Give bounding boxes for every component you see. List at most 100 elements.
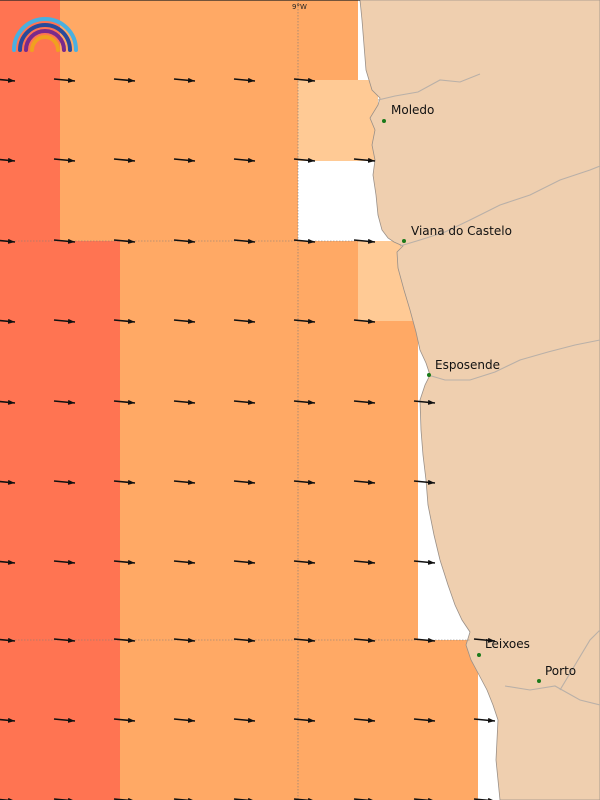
wind-arrow-icon (413, 717, 436, 723)
wind-arrow-icon (353, 157, 376, 163)
intensity-cell (358, 321, 418, 640)
wind-arrow-icon (233, 238, 256, 244)
place-esposende[interactable]: Esposende (427, 358, 500, 377)
wind-arrow-icon (173, 717, 196, 723)
wind-arrow-icon (53, 717, 76, 723)
wind-arrow-icon (233, 797, 255, 800)
wind-arrow-icon (353, 797, 375, 800)
place-label: Leixoes (485, 637, 530, 651)
wind-arrow-icon (0, 399, 16, 405)
wind-arrow-icon (413, 559, 436, 565)
wind-arrow-icon (173, 238, 196, 244)
wind-arrow-icon (293, 318, 316, 324)
wind-arrow-icon (233, 637, 256, 643)
place-leixoes[interactable]: Leixoes (477, 637, 530, 657)
place-dot (477, 653, 481, 657)
wind-arrow-icon (53, 637, 76, 643)
wind-arrow-icon (0, 77, 16, 83)
wind-arrow-icon (233, 77, 256, 83)
meridian-label: 9°W (292, 3, 307, 11)
place-dot (402, 239, 406, 243)
wind-arrow-icon (473, 717, 496, 723)
wind-arrow-icon (113, 717, 136, 723)
wind-arrow-icon (293, 559, 316, 565)
intensity-cell (298, 640, 478, 800)
wind-arrow-icon (413, 399, 436, 405)
place-dot (427, 373, 431, 377)
wind-arrow-icon (233, 318, 256, 324)
place-dot (382, 119, 386, 123)
place-markers: Moledo Viana do Castelo Esposende Leixoe… (382, 103, 576, 683)
land-area (359, 0, 600, 800)
place-moledo[interactable]: Moledo (382, 103, 434, 123)
place-label: Viana do Castelo (411, 224, 512, 238)
wind-arrow-icon (233, 157, 256, 163)
wind-arrow-icon (233, 559, 256, 565)
wind-arrow-icon (53, 157, 76, 163)
place-label: Porto (545, 664, 576, 678)
wind-arrow-icon (53, 797, 75, 800)
wind-arrow-icon (0, 637, 16, 643)
wind-arrow-icon (0, 318, 16, 324)
rainbow-logo-icon (12, 17, 78, 52)
wind-arrow-icon (473, 637, 496, 643)
intensity-cell (120, 241, 298, 800)
intensity-cell (298, 0, 358, 80)
wind-arrow-icon (353, 717, 376, 723)
wind-arrow-icon (173, 559, 196, 565)
wind-arrow-icon (0, 157, 16, 163)
place-viana-do-castelo[interactable]: Viana do Castelo (402, 224, 512, 243)
rivers (377, 73, 600, 706)
wind-arrow-icon (113, 238, 136, 244)
place-label: Esposende (435, 358, 500, 372)
wind-arrow-icon (113, 559, 136, 565)
wind-arrow-icon (413, 479, 436, 485)
wind-arrow-icon (293, 399, 316, 405)
wind-arrow-icon (0, 559, 16, 565)
intensity-cell (298, 80, 378, 161)
wind-arrow-icon (173, 399, 196, 405)
wind-arrow-icon (473, 797, 495, 800)
place-porto[interactable]: Porto (537, 664, 576, 683)
wind-arrow-icon (53, 77, 76, 83)
wind-arrow-icon (53, 399, 76, 405)
wind-arrow-icon (353, 238, 376, 244)
wind-arrow-icon (53, 318, 76, 324)
wind-arrow-icon (113, 637, 136, 643)
wind-arrow-icon (173, 157, 196, 163)
wind-arrow-icon (173, 797, 195, 800)
wind-arrow-icon (53, 559, 76, 565)
wind-arrow-icon (113, 479, 136, 485)
place-label: Moledo (391, 103, 434, 117)
wind-arrow-icon (293, 797, 315, 800)
wind-arrow-icon (353, 479, 376, 485)
wind-arrow-icon (173, 318, 196, 324)
wind-arrow-icon (0, 238, 16, 244)
wind-arrow-icon (113, 399, 136, 405)
wind-arrow-icon (353, 559, 376, 565)
intensity-cell (298, 241, 358, 640)
wind-arrow-icon (173, 77, 196, 83)
wind-arrow-icon (113, 797, 135, 800)
wind-arrow-icon (0, 717, 16, 723)
wind-arrow-icon (0, 479, 16, 485)
intensity-cell (60, 0, 298, 241)
wind-arrow-icon (353, 399, 376, 405)
wind-arrow-icon (173, 637, 196, 643)
wind-arrow-icon (413, 637, 436, 643)
wind-arrow-icon (293, 77, 316, 83)
wind-arrow-icon (233, 717, 256, 723)
wind-arrow-icon (353, 637, 376, 643)
wind-arrow-icon (113, 157, 136, 163)
wind-arrow-icon (293, 157, 316, 163)
wind-arrow-icon (293, 479, 316, 485)
wind-arrow-icon (173, 479, 196, 485)
wind-arrow-icon (113, 77, 136, 83)
wind-arrow-icon (53, 479, 76, 485)
wind-arrow-icon (233, 399, 256, 405)
wind-arrow-icon (293, 637, 316, 643)
place-dot (537, 679, 541, 683)
wind-arrow-icon (113, 318, 136, 324)
